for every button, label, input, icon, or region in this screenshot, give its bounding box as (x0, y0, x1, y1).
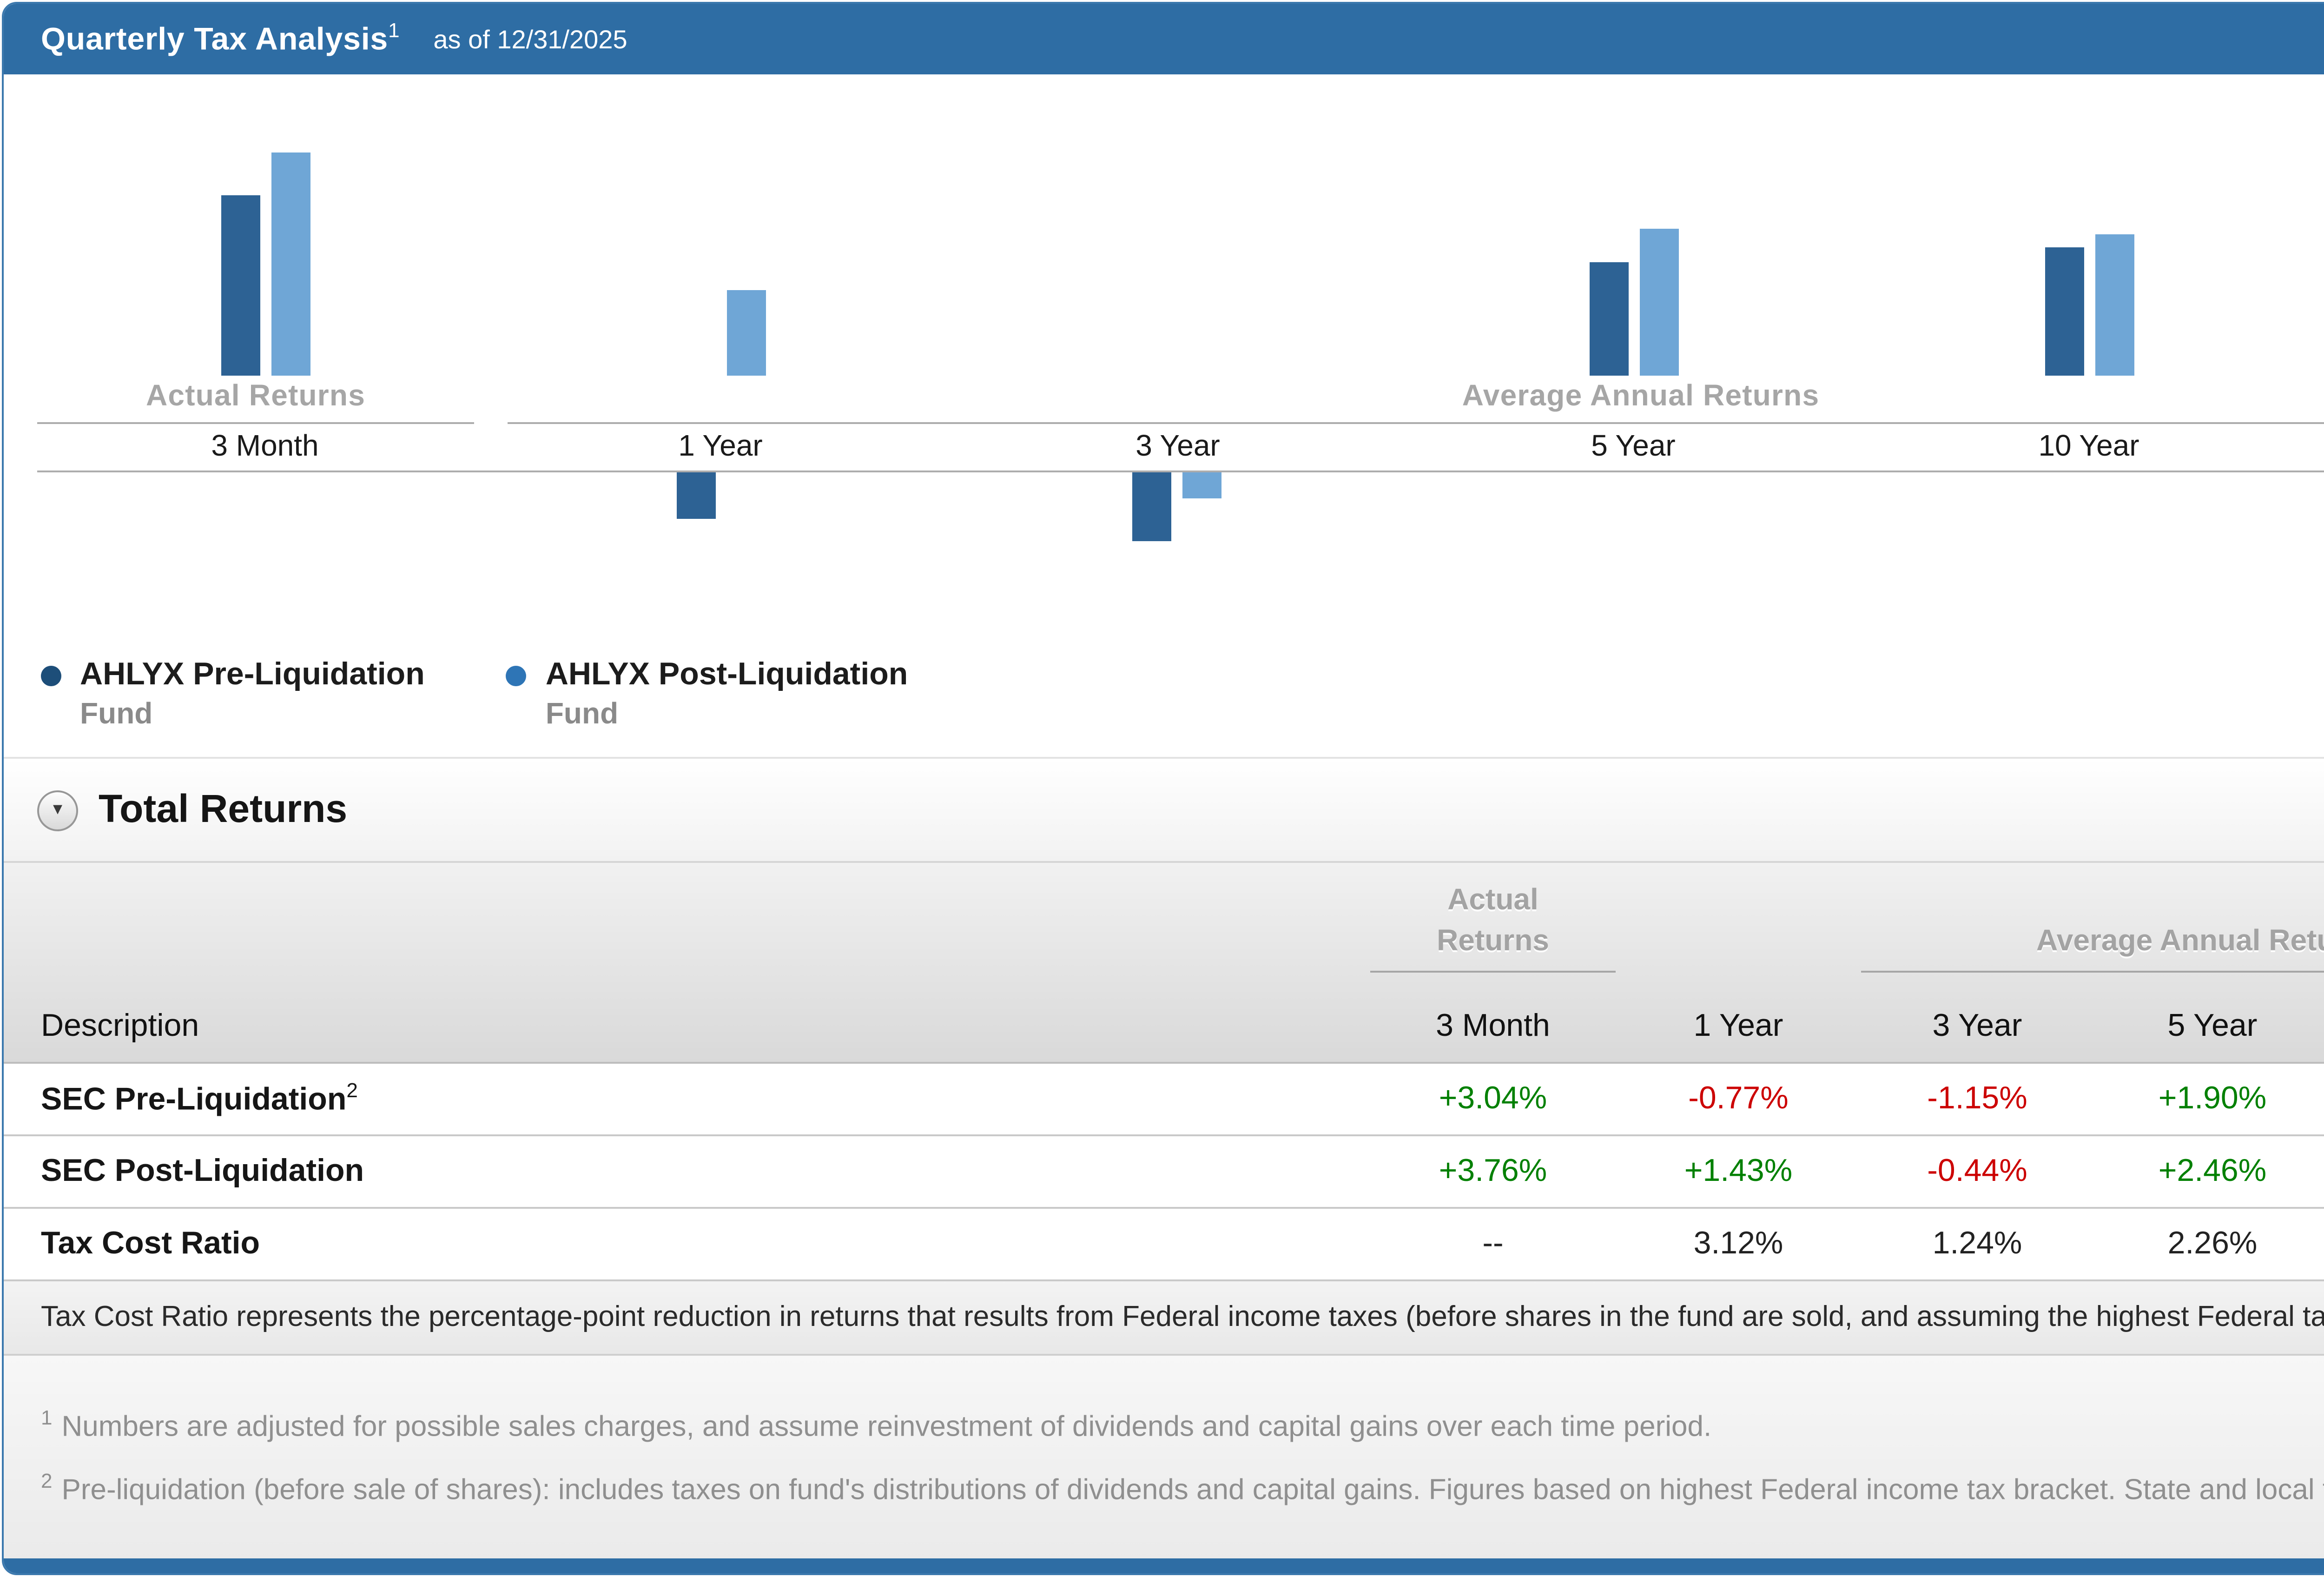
total-returns-table: SEC Pre-Liquidation2 +3.04% -0.77% -1.15% +1… (4, 1064, 2324, 1281)
chart-category-row: 3 Month 1 Year 3 Year 5 Year 10 Year Since In… (37, 424, 2324, 472)
bar-pre-liquidation-4 (1590, 262, 1629, 376)
chart-axis-band: Actual Returns Average Annual Returns 3 M… (37, 376, 2324, 472)
row-label: Tax Cost Ratio (41, 1226, 260, 1261)
table-row-2: SEC Post-Liquidation +3.76% +1.43% -0.44% +2… (4, 1136, 2324, 1209)
cell-value: 3.12% (1693, 1226, 1783, 1261)
cell-value: +1.90% (2158, 1080, 2267, 1116)
bar-pre-liquidation-1 (221, 195, 260, 376)
total-returns-section-header: ▾ Total Returns (4, 757, 2324, 863)
category-label-3: 3 Year (1136, 431, 1220, 463)
footnote-1: 1 Numbers are adjusted for possible sales… (41, 1400, 2324, 1447)
footnote-2: 2 Pre-liquidation (before sale of shares)… (41, 1464, 2324, 1511)
footnotes: 1 Numbers are adjusted for possible sales… (4, 1356, 2324, 1573)
bar-post-liquidation-4 (1640, 229, 1679, 376)
cell-value: -1.15% (1927, 1080, 2027, 1116)
bar-post-liquidation-1 (271, 152, 310, 376)
table-header: Actual Returns Average Annual Returns De… (4, 863, 2324, 1064)
legend-item-pre-liquidation: AHLYX Pre-Liquidation Fund (41, 656, 425, 757)
bar-post-liquidation-3 (1182, 472, 1221, 498)
legend-text-pre-liquidation: AHLYX Pre-Liquidation Fund (80, 656, 425, 757)
footnote-2-text: Pre-liquidation (before sale of shares):… (61, 1475, 2324, 1507)
as-of-date: as of 12/31/2025 (433, 24, 627, 54)
cell-value: +2.46% (2158, 1153, 2267, 1188)
bar-post-liquidation-2 (727, 290, 766, 376)
chart-group-label-row: Actual Returns Average Annual Returns (37, 376, 2324, 424)
average-annual-returns-underline (1861, 971, 2324, 973)
cell-value: +3.76% (1439, 1153, 1547, 1188)
category-label-5: 10 Year (2038, 431, 2139, 463)
chart-plot: Actual Returns Average Annual Returns 3 M… (37, 74, 2324, 645)
col-header-3-month: 3 Month (1436, 1008, 1550, 1043)
cell-value: 2.26% (2167, 1226, 2258, 1261)
cell-value: -0.44% (1927, 1153, 2027, 1188)
legend-item-post-liquidation: AHLYX Post-Liquidation Fund (506, 656, 908, 757)
module-title: Quarterly Tax Analysis1 (41, 20, 400, 59)
footnote-ref-1: 1 (388, 20, 400, 42)
group-header-average-annual-returns: Average Annual Returns (2036, 926, 2324, 958)
returns-bar-chart: Actual Returns Average Annual Returns 3 M… (4, 74, 2324, 645)
chart-group-label-2: Average Annual Returns (508, 376, 2324, 424)
row-label: SEC Pre-Liquidation2 (41, 1080, 358, 1117)
group-header-actual-line2: Returns (1437, 926, 1549, 958)
legend-label: AHLYX Post-Liquidation (545, 656, 908, 692)
chart-group-label-1: Actual Returns (37, 376, 474, 424)
section-collapse-toggle[interactable]: ▾ (37, 789, 78, 830)
table-row-3: Tax Cost Ratio--3.12%1.24%2.26%1.69%-- (4, 1209, 2324, 1281)
bottom-bar (4, 1558, 2324, 1573)
section-title: Total Returns (99, 788, 348, 830)
cell-value: 1.24% (1932, 1226, 2022, 1261)
table-row-1: SEC Pre-Liquidation2 +3.04% -0.77% -1.15% +1… (4, 1064, 2324, 1136)
footnote-ref-2: 2 (346, 1080, 358, 1102)
category-label-2: 1 Year (678, 431, 763, 463)
col-header-description: Description (41, 1008, 199, 1043)
col-header-5-year: 5 Year (2167, 1008, 2258, 1043)
footnote-1-text: Numbers are adjusted for possible sales … (61, 1411, 1712, 1444)
chart-negative-area (37, 472, 2324, 645)
module-title-text: Quarterly Tax Analysis (41, 21, 389, 57)
category-label-1: 3 Month (211, 431, 319, 463)
col-header-3-year: 3 Year (1932, 1008, 2022, 1043)
actual-returns-underline (1370, 971, 1616, 973)
bar-pre-liquidation-3 (1132, 472, 1171, 541)
row-label: SEC Post-Liquidation (41, 1153, 364, 1188)
footnote-2-marker: 2 (41, 1471, 53, 1494)
bar-pre-liquidation-2 (677, 472, 716, 519)
module-header: Quarterly Tax Analysis1 as of 12/31/2025 (4, 4, 2324, 74)
legend-text-post-liquidation: AHLYX Post-Liquidation Fund (546, 656, 908, 757)
footnote-1-marker: 1 (41, 1408, 53, 1430)
legend-label: AHLYX Pre-Liquidation (80, 656, 425, 692)
pre-liquidation-dot-icon (41, 666, 61, 686)
category-label-4: 5 Year (1591, 431, 1676, 463)
chart-legend: AHLYX Pre-Liquidation Fund AHLYX Post-Liqu… (4, 645, 2324, 757)
cell-value: -0.77% (1688, 1080, 1789, 1116)
tax-cost-ratio-note: Tax Cost Ratio represents the percentage… (4, 1281, 2324, 1356)
col-header-1-year: 1 Year (1693, 1008, 1783, 1043)
chart-positive-area (37, 74, 2324, 376)
legend-sublabel: Fund (545, 699, 619, 731)
group-header-actual-line1: Actual (1447, 885, 1538, 917)
chevron-down-icon: ▾ (53, 800, 63, 820)
cell-value: -- (1482, 1226, 1504, 1261)
bar-post-liquidation-5 (2095, 234, 2134, 376)
cell-value: +1.43% (1684, 1153, 1793, 1188)
bar-pre-liquidation-5 (2045, 247, 2084, 376)
group-header-actual-returns: Actual Returns (1370, 881, 1616, 963)
cell-value: +3.04% (1439, 1080, 1547, 1116)
legend-sublabel: Fund (80, 699, 153, 731)
post-liquidation-dot-icon (506, 666, 527, 686)
category-label-6: Since Inception (2318, 428, 2324, 469)
